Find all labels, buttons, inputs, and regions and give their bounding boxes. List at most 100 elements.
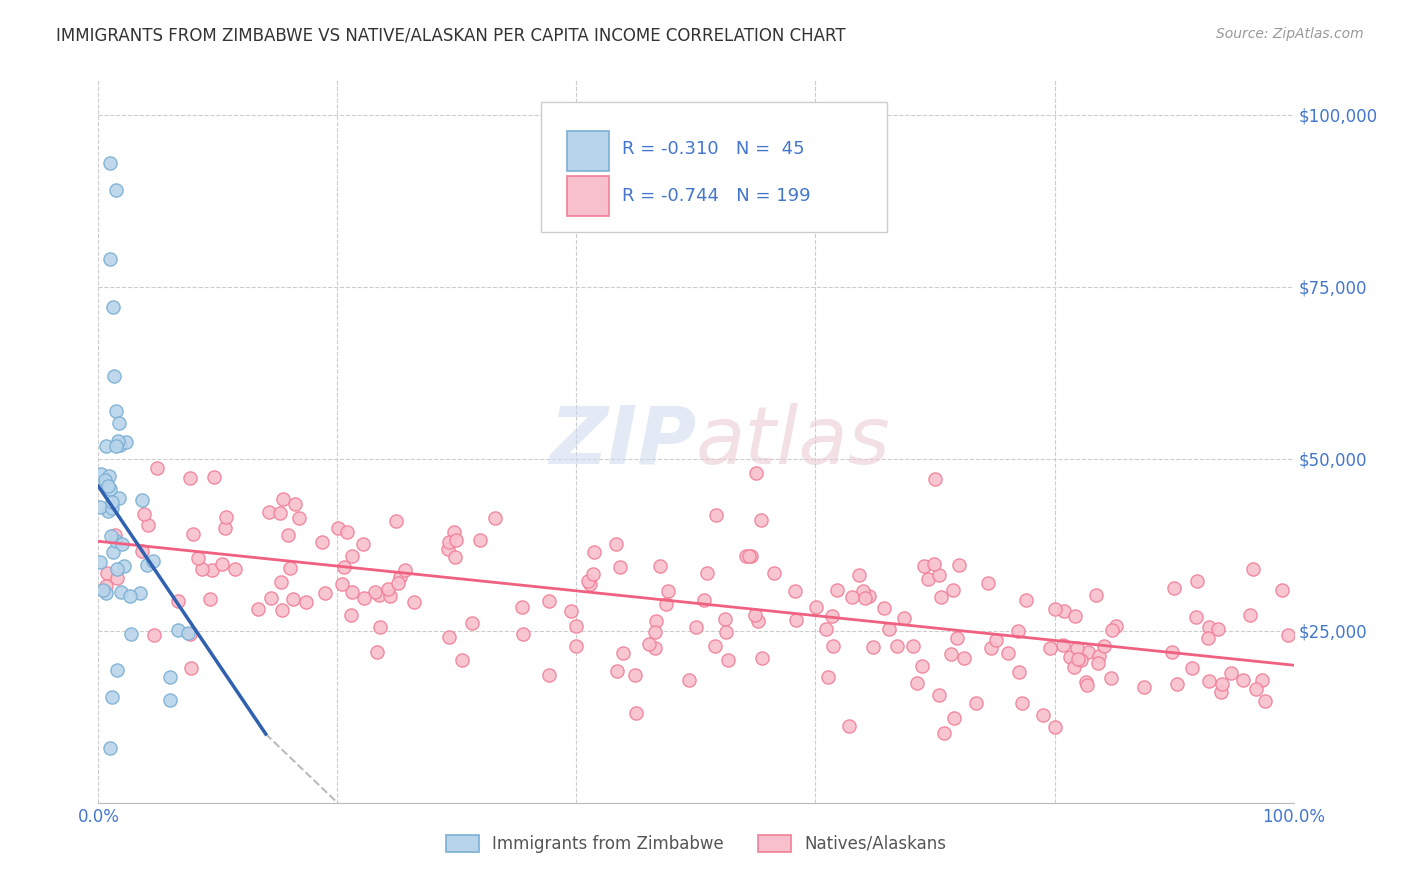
Point <box>1070 652 1092 666</box>
FancyBboxPatch shape <box>567 177 609 216</box>
Point <box>89 500 111 515</box>
Point <box>107 434 129 449</box>
Point <box>512 600 534 615</box>
Point <box>821 609 844 624</box>
FancyBboxPatch shape <box>567 131 609 170</box>
Legend: Immigrants from Zimbabwe, Natives/Alaskans: Immigrants from Zimbabwe, Natives/Alaska… <box>439 828 953 860</box>
Point <box>128 586 150 600</box>
Point <box>131 544 153 558</box>
Point <box>96 566 118 580</box>
Point <box>146 461 169 475</box>
Point <box>103 369 125 384</box>
Point <box>97 479 120 493</box>
Point <box>744 608 766 623</box>
Point <box>579 576 602 591</box>
Point <box>105 663 128 677</box>
Point <box>100 529 122 543</box>
Point <box>1076 674 1098 689</box>
Point <box>1232 673 1254 687</box>
Point <box>886 640 908 654</box>
Point <box>91 583 114 598</box>
Point <box>105 562 128 576</box>
Point <box>101 494 124 508</box>
Point <box>678 673 700 687</box>
Point <box>749 513 772 527</box>
Point <box>655 597 678 611</box>
Point <box>853 591 876 605</box>
Point <box>211 557 233 571</box>
Point <box>704 508 727 522</box>
Point <box>932 725 955 739</box>
Point <box>402 595 425 609</box>
Point <box>378 589 401 603</box>
Point <box>576 574 599 589</box>
Point <box>387 576 409 591</box>
Point <box>340 585 363 599</box>
Text: R = -0.744   N = 199: R = -0.744 N = 199 <box>621 187 810 205</box>
Point <box>89 556 111 570</box>
Point <box>484 510 506 524</box>
Point <box>111 537 134 551</box>
Point <box>177 625 200 640</box>
Point <box>873 600 896 615</box>
Point <box>136 518 159 533</box>
Point <box>1092 639 1115 653</box>
Point <box>1239 607 1261 622</box>
Point <box>444 533 467 548</box>
Point <box>98 156 122 170</box>
Point <box>924 472 946 486</box>
Point <box>1197 632 1219 646</box>
Point <box>257 505 280 519</box>
Point <box>911 659 934 673</box>
Point <box>443 524 465 539</box>
Point <box>246 601 269 615</box>
Point <box>893 610 915 624</box>
Point <box>763 566 786 580</box>
Point <box>101 544 124 558</box>
Point <box>333 560 356 574</box>
Point <box>368 588 391 602</box>
Point <box>340 549 363 563</box>
Point <box>1067 652 1090 666</box>
Point <box>94 439 117 453</box>
Point <box>159 670 181 684</box>
Point <box>134 507 156 521</box>
Point <box>582 567 605 582</box>
Point <box>385 515 408 529</box>
Point <box>352 537 374 551</box>
Point <box>167 594 190 608</box>
Point <box>366 645 388 659</box>
Point <box>858 590 880 604</box>
Point <box>277 528 299 542</box>
Point <box>181 526 204 541</box>
Point <box>948 558 970 572</box>
Point <box>202 470 225 484</box>
Point <box>1099 671 1122 685</box>
Point <box>107 491 129 505</box>
Point <box>377 582 399 597</box>
Point <box>751 651 773 665</box>
Point <box>201 564 224 578</box>
Point <box>696 566 718 580</box>
Point <box>1166 677 1188 691</box>
Point <box>609 559 631 574</box>
Point <box>965 696 987 710</box>
Point <box>1211 677 1233 691</box>
Point <box>922 557 945 571</box>
Point <box>96 585 118 599</box>
Point <box>901 639 924 653</box>
Point <box>97 504 120 518</box>
Point <box>785 583 807 598</box>
Point <box>1133 680 1156 694</box>
Point <box>311 535 333 549</box>
Point <box>98 482 121 496</box>
Point <box>105 533 128 548</box>
Point <box>841 591 863 605</box>
Point <box>468 533 491 548</box>
Point <box>823 639 845 653</box>
Point <box>1105 618 1128 632</box>
Point <box>1063 660 1085 674</box>
Point <box>394 563 416 577</box>
Point <box>1032 708 1054 723</box>
Point <box>928 689 950 703</box>
